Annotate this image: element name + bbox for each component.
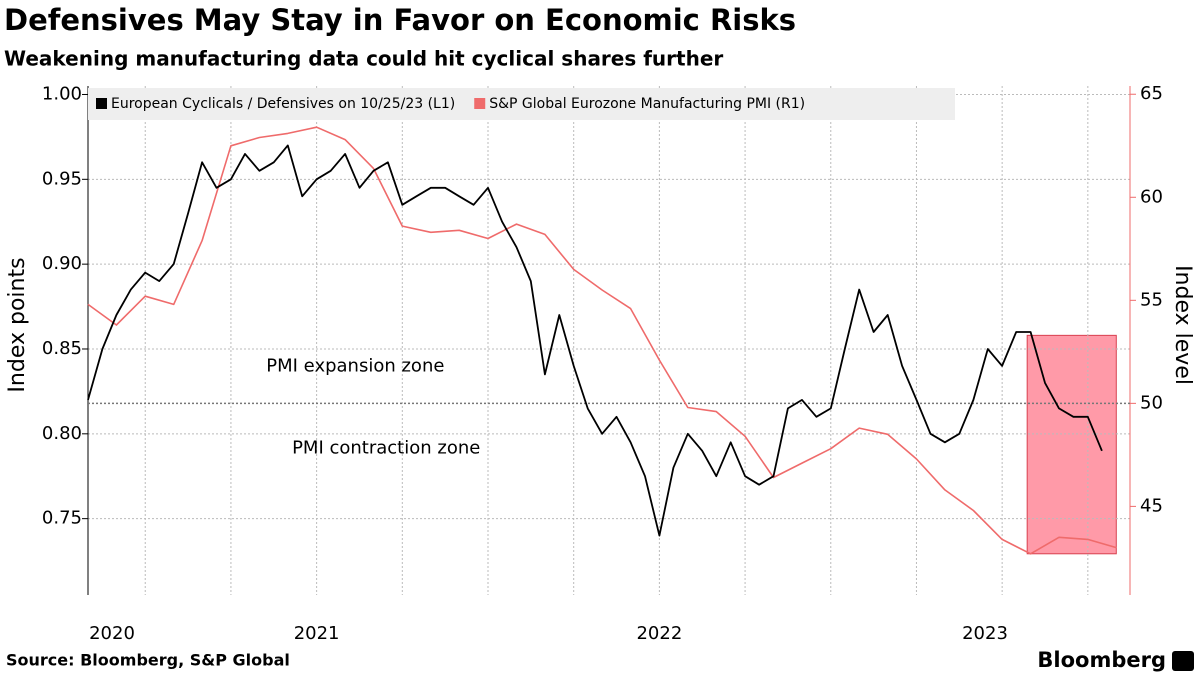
y2-tick-label: 65 bbox=[1140, 83, 1163, 104]
chart-subtitle: Weakening manufacturing data could hit c… bbox=[4, 47, 723, 71]
y-axis-label: Index points bbox=[5, 257, 30, 392]
chart-title: Defensives May Stay in Favor on Economic… bbox=[4, 3, 796, 37]
y2-axis-label: Index level bbox=[1170, 265, 1195, 385]
brand: Bloomberg bbox=[1037, 648, 1166, 672]
annotation: PMI contraction zone bbox=[292, 438, 480, 459]
y2-tick-label: 55 bbox=[1140, 289, 1163, 310]
y-tick-label: 0.90 bbox=[42, 253, 82, 274]
y-tick-label: 1.00 bbox=[42, 83, 82, 104]
series-line bbox=[87, 126, 1117, 555]
x-tick-label: 2020 bbox=[89, 623, 135, 644]
y-tick-label: 0.95 bbox=[42, 168, 82, 189]
y2-tick-label: 50 bbox=[1140, 392, 1163, 413]
y-tick-label: 0.75 bbox=[42, 508, 82, 529]
legend-box bbox=[88, 88, 955, 120]
brand-icon bbox=[1172, 651, 1194, 671]
legend-swatch bbox=[474, 98, 486, 109]
source: Source: Bloomberg, S&P Global bbox=[6, 651, 290, 670]
x-tick-label: 2021 bbox=[294, 623, 340, 644]
y2-tick-label: 60 bbox=[1140, 186, 1163, 207]
x-tick-label: 2022 bbox=[636, 623, 682, 644]
y-tick-label: 0.85 bbox=[42, 338, 82, 359]
legend-swatch bbox=[96, 98, 107, 109]
legend-label: European Cyclicals / Defensives on 10/25… bbox=[111, 96, 455, 112]
series-line bbox=[87, 144, 1103, 537]
legend-label: S&P Global Eurozone Manufacturing PMI (R… bbox=[489, 96, 805, 112]
annotation: PMI expansion zone bbox=[266, 355, 444, 376]
y2-tick-label: 45 bbox=[1140, 495, 1163, 516]
y-tick-label: 0.80 bbox=[42, 423, 82, 444]
x-tick-label: 2023 bbox=[962, 623, 1008, 644]
